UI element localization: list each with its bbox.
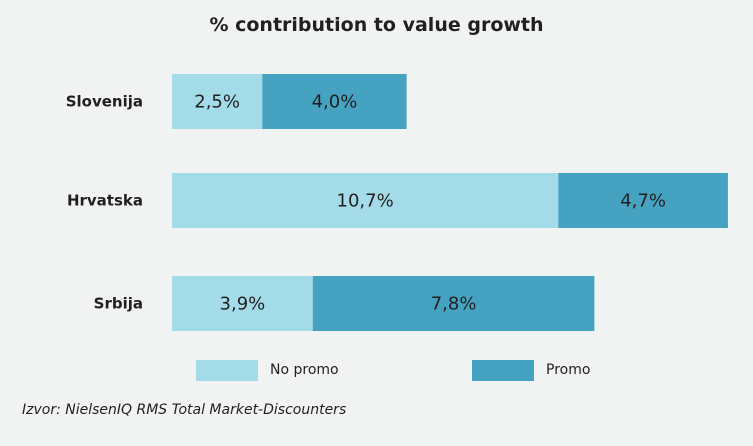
bar-promo-srbija [312,276,595,331]
bar-no-promo-hrvatska [172,173,559,228]
bar-promo-slovenija [262,74,407,129]
legend-label-no-promo: No promo [270,362,339,378]
bar-no-promo-srbija [172,276,313,331]
bar-no-promo-slovenija [172,74,263,129]
legend-swatch-no-promo [196,360,258,381]
category-label-slovenija: Slovenija [66,93,143,111]
data-label-promo-slovenija: 4,0% [312,92,358,113]
category-label-hrvatska: Hrvatska [67,192,143,210]
legend-swatch-promo [472,360,534,381]
data-label-promo-srbija: 7,8% [431,294,477,315]
data-label-no-promo-hrvatska: 10,7% [337,191,394,212]
data-label-no-promo-srbija: 3,9% [220,294,266,315]
chart-title: % contribution to value growth [209,14,544,36]
data-label-promo-hrvatska: 4,7% [620,191,666,212]
bar-chart: Slovenija 2,5% 4,0% Hrvatska 10,7% 4,7% Srbija… [66,74,728,331]
bar-promo-hrvatska [558,173,728,228]
legend-label-promo: Promo [546,362,591,378]
category-label-srbija: Srbija [94,295,143,313]
source-note: Izvor: NielsenIQ RMS Total Market-Discou… [22,402,347,418]
data-label-no-promo-slovenija: 2,5% [194,92,240,113]
